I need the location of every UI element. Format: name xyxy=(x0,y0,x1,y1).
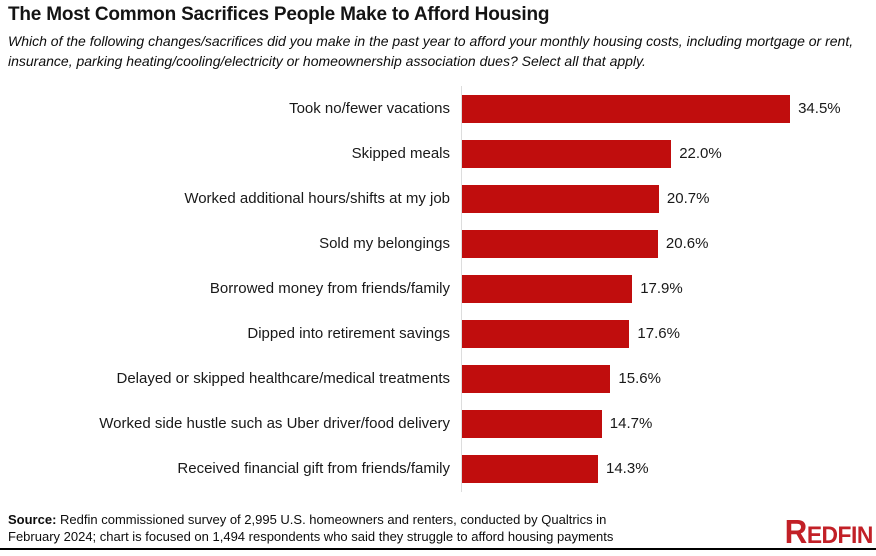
bar-row: Delayed or skipped healthcare/medical tr… xyxy=(0,356,876,401)
redfin-logo: REDFIN xyxy=(784,513,874,550)
bar-row: Sold my belongings 20.6% xyxy=(0,221,876,266)
source-text: Redfin commissioned survey of 2,995 U.S.… xyxy=(8,512,614,544)
bar xyxy=(462,364,611,393)
bar-track: 14.7% xyxy=(461,409,876,438)
value-label: 20.7% xyxy=(666,190,710,207)
value-label: 20.6% xyxy=(665,235,709,252)
bar xyxy=(462,184,659,213)
category-label: Worked side hustle such as Uber driver/f… xyxy=(99,415,450,432)
category-label: Skipped meals xyxy=(351,145,450,162)
bottom-rule xyxy=(0,548,876,550)
source-note: Source: Redfin commissioned survey of 2,… xyxy=(8,511,656,545)
category-label: Worked additional hours/shifts at my job xyxy=(184,190,450,207)
bar-track: 20.6% xyxy=(461,229,876,258)
bar xyxy=(462,454,598,483)
value-label: 34.5% xyxy=(798,100,841,117)
value-label: 15.6% xyxy=(618,370,661,387)
bar-row: Borrowed money from friends/family 17.9% xyxy=(0,266,876,311)
bar-row: Skipped meals 22.0% xyxy=(0,131,876,176)
bar-track: 17.6% xyxy=(461,319,876,348)
category-label: Sold my belongings xyxy=(319,235,450,252)
bar-row: Dipped into retirement savings 17.6% xyxy=(0,311,876,356)
category-label: Received financial gift from friends/fam… xyxy=(177,460,450,477)
bar-track: 15.6% xyxy=(461,364,876,393)
bar-chart: Took no/fewer vacations 34.5% Skipped me… xyxy=(0,86,876,493)
y-axis-line xyxy=(461,86,462,492)
bar xyxy=(462,409,602,438)
category-label: Took no/fewer vacations xyxy=(289,100,450,117)
value-label: 22.0% xyxy=(679,145,722,162)
category-label: Borrowed money from friends/family xyxy=(209,280,450,297)
page-title: The Most Common Sacrifices People Make t… xyxy=(8,4,550,25)
bar-rows: Took no/fewer vacations 34.5% Skipped me… xyxy=(0,86,876,491)
bar xyxy=(462,229,658,258)
bar-track: 17.9% xyxy=(461,274,876,303)
value-label: 14.7% xyxy=(609,415,653,432)
bar-row: Took no/fewer vacations 34.5% xyxy=(0,86,876,131)
value-label: 14.3% xyxy=(606,460,649,477)
category-label: Delayed or skipped healthcare/medical tr… xyxy=(116,370,450,387)
bar-track: 22.0% xyxy=(461,139,876,168)
category-label: Dipped into retirement savings xyxy=(247,325,450,342)
value-label: 17.9% xyxy=(640,280,683,297)
bar-track: 34.5% xyxy=(461,94,876,123)
bar-row: Worked additional hours/shifts at my job… xyxy=(0,176,876,221)
value-label: 17.6% xyxy=(637,325,680,342)
bar-row: Worked side hustle such as Uber driver/f… xyxy=(0,401,876,446)
bar xyxy=(462,94,791,123)
bar xyxy=(462,319,630,348)
chart-subtitle: Which of the following changes/sacrifice… xyxy=(8,33,854,69)
source-label: Source: xyxy=(8,512,57,527)
bar-row: Received financial gift from friends/fam… xyxy=(0,446,876,491)
bar-track: 20.7% xyxy=(461,184,876,213)
bar xyxy=(462,274,633,303)
bar-track: 14.3% xyxy=(461,454,876,483)
bar xyxy=(462,139,672,168)
